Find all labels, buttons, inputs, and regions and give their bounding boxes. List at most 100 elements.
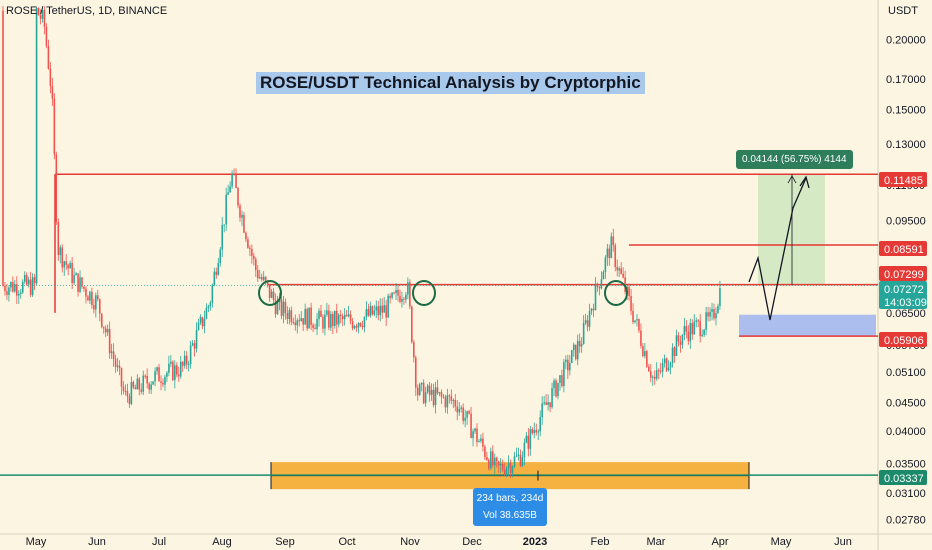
candle-body bbox=[681, 334, 684, 345]
candle-body bbox=[622, 273, 624, 278]
candle-body bbox=[174, 365, 176, 381]
y-tick-label: 0.09500 bbox=[886, 215, 926, 227]
candle-body bbox=[395, 289, 397, 294]
candle-body bbox=[2, 10, 4, 286]
candle-body bbox=[490, 451, 492, 469]
candle-body bbox=[102, 326, 105, 329]
candle-body bbox=[118, 365, 121, 369]
candle-body bbox=[693, 321, 696, 335]
candle-body bbox=[399, 295, 401, 302]
candle-body bbox=[717, 306, 719, 314]
candle-body bbox=[446, 395, 449, 408]
candle-body bbox=[657, 370, 660, 372]
candle-body bbox=[436, 387, 439, 394]
chart-title: ROSE/USDT Technical Analysis by Cryptorp… bbox=[256, 72, 645, 94]
candle-body bbox=[648, 366, 650, 372]
axis-currency: USDT bbox=[888, 5, 918, 17]
candle-body bbox=[128, 396, 131, 404]
candle-body bbox=[160, 381, 162, 383]
candle-body bbox=[100, 313, 103, 327]
candle-body bbox=[207, 306, 210, 308]
candle-body bbox=[440, 392, 443, 397]
candle-body bbox=[634, 320, 636, 323]
candle-body bbox=[665, 358, 668, 371]
candle-body bbox=[65, 261, 67, 265]
candle-body bbox=[608, 248, 611, 259]
candle-body bbox=[458, 408, 461, 413]
candle-body bbox=[590, 308, 593, 312]
candle-body bbox=[276, 302, 279, 315]
candle-body bbox=[501, 464, 504, 471]
candle-body bbox=[537, 431, 540, 433]
candle-body bbox=[515, 455, 518, 457]
candle-body bbox=[703, 329, 705, 335]
candle-body bbox=[424, 392, 427, 404]
candle-body bbox=[251, 249, 253, 256]
candle-body bbox=[23, 275, 26, 282]
candle-body bbox=[559, 375, 561, 383]
candle-body bbox=[405, 294, 407, 300]
candle-body bbox=[209, 302, 212, 307]
price-tag-label: 0.03337 bbox=[884, 473, 924, 485]
candle-body bbox=[507, 462, 510, 468]
candle-body bbox=[233, 173, 235, 175]
candle-body bbox=[574, 344, 577, 360]
candle-body bbox=[503, 470, 506, 475]
candle-body bbox=[227, 192, 229, 195]
symbol-header: ROSE / TetherUS, 1D, BINANCE bbox=[6, 5, 168, 17]
candle-body bbox=[529, 429, 532, 449]
candle-body bbox=[525, 435, 528, 443]
candle-body bbox=[484, 446, 486, 457]
entry-zone bbox=[739, 314, 876, 337]
candle-body bbox=[330, 314, 332, 328]
candle-body bbox=[493, 457, 496, 466]
candle-body bbox=[300, 318, 303, 322]
candle-body bbox=[486, 456, 488, 460]
candle-body bbox=[675, 335, 678, 356]
candle-body bbox=[414, 357, 417, 388]
candle-body bbox=[695, 320, 698, 322]
candle-body bbox=[223, 224, 225, 226]
measure-arrowhead bbox=[787, 175, 797, 184]
candle-body bbox=[203, 318, 206, 327]
candle-body bbox=[176, 365, 178, 375]
candle-body bbox=[711, 309, 713, 312]
candle-body bbox=[337, 314, 340, 325]
candle-body bbox=[476, 428, 478, 443]
candle-body bbox=[136, 378, 139, 390]
price-tag-bg bbox=[879, 281, 927, 296]
candle-body bbox=[495, 457, 498, 462]
candle-body bbox=[108, 329, 111, 354]
candle-body bbox=[683, 326, 686, 335]
candle-body bbox=[168, 363, 170, 373]
candle-body bbox=[318, 310, 320, 320]
candle-body bbox=[705, 312, 707, 330]
price-tag-bg bbox=[879, 172, 927, 187]
candle-body bbox=[383, 305, 385, 313]
candle-body bbox=[53, 98, 56, 155]
candle-body bbox=[183, 355, 186, 366]
candle-body bbox=[638, 319, 640, 331]
candle-body bbox=[268, 284, 271, 298]
candle-body bbox=[592, 308, 595, 311]
candle-body bbox=[237, 188, 239, 206]
candle-body bbox=[306, 309, 308, 329]
candle-body bbox=[571, 350, 573, 363]
candle-body bbox=[213, 271, 216, 286]
candle-body bbox=[409, 282, 411, 307]
candle-body bbox=[341, 316, 344, 320]
candle-body bbox=[600, 279, 603, 289]
candle-body bbox=[31, 277, 34, 295]
retest-circle-2 bbox=[412, 280, 436, 306]
candle-body bbox=[598, 286, 601, 289]
candle-body bbox=[407, 282, 409, 295]
x-tick-label: Aug bbox=[212, 536, 232, 548]
candle-body bbox=[391, 292, 393, 298]
candle-body bbox=[521, 456, 524, 467]
projected-arrowhead bbox=[799, 175, 810, 189]
candle-body bbox=[464, 417, 466, 421]
candle-body bbox=[274, 300, 277, 315]
candle-body bbox=[47, 45, 50, 69]
candle-body bbox=[689, 323, 692, 342]
